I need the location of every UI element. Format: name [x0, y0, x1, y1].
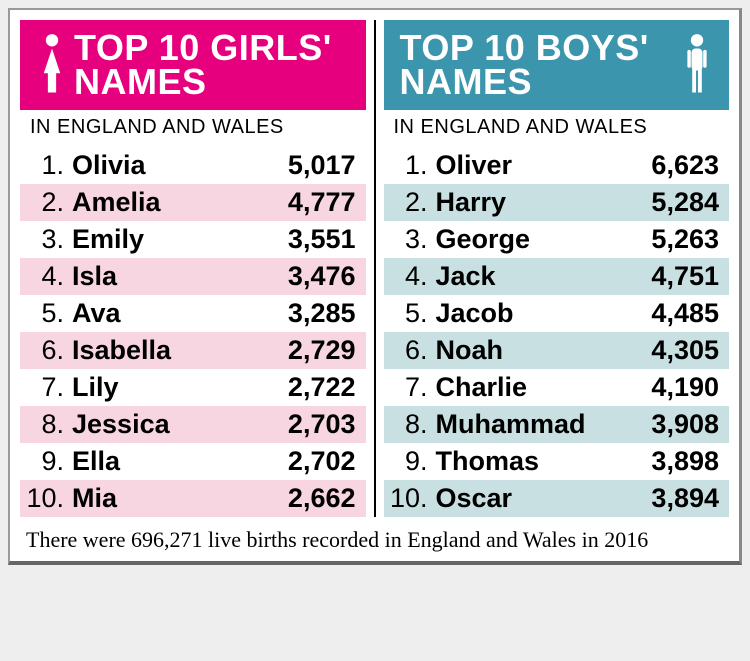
- rank: 6.: [390, 335, 432, 366]
- rank: 8.: [390, 409, 432, 440]
- girls-subhead: IN ENGLAND AND WALES: [20, 110, 366, 147]
- name: Isla: [68, 261, 288, 292]
- name: Isabella: [68, 335, 288, 366]
- value: 2,722: [288, 372, 356, 403]
- list-item: 4.Isla3,476: [20, 258, 366, 295]
- value: 4,777: [288, 187, 356, 218]
- value: 3,476: [288, 261, 356, 292]
- girls-column: TOP 10 GIRLS' NAMES IN ENGLAND AND WALES…: [20, 20, 374, 517]
- name: George: [432, 224, 652, 255]
- footer-note: There were 696,271 live births recorded …: [20, 517, 729, 557]
- list-item: 5.Ava3,285: [20, 295, 366, 332]
- list-item: 6.Isabella2,729: [20, 332, 366, 369]
- value: 5,017: [288, 150, 356, 181]
- list-item: 2.Amelia4,777: [20, 184, 366, 221]
- girls-title-line2: NAMES: [74, 65, 356, 99]
- rank: 10.: [26, 483, 68, 514]
- girls-list: 1.Olivia5,0172.Amelia4,7773.Emily3,5514.…: [20, 147, 366, 517]
- list-item: 9.Ella2,702: [20, 443, 366, 480]
- girls-title: TOP 10 GIRLS' NAMES: [74, 31, 356, 99]
- value: 3,551: [288, 224, 356, 255]
- name: Oliver: [432, 150, 652, 181]
- name: Thomas: [432, 446, 652, 477]
- list-item: 10.Oscar3,894: [384, 480, 730, 517]
- list-item: 8.Jessica2,703: [20, 406, 366, 443]
- rank: 5.: [390, 298, 432, 329]
- name: Jacob: [432, 298, 652, 329]
- value: 2,703: [288, 409, 356, 440]
- value: 2,702: [288, 446, 356, 477]
- list-item: 1.Oliver6,623: [384, 147, 730, 184]
- rank: 10.: [390, 483, 432, 514]
- rank: 7.: [26, 372, 68, 403]
- list-item: 5.Jacob4,485: [384, 295, 730, 332]
- name: Jack: [432, 261, 652, 292]
- name: Harry: [432, 187, 652, 218]
- name: Jessica: [68, 409, 288, 440]
- male-icon: [675, 30, 719, 100]
- name: Ava: [68, 298, 288, 329]
- list-item: 2.Harry5,284: [384, 184, 730, 221]
- name: Ella: [68, 446, 288, 477]
- value: 3,898: [651, 446, 719, 477]
- female-icon: [30, 30, 74, 100]
- rank: 4.: [26, 261, 68, 292]
- boys-header: TOP 10 BOYS' NAMES: [384, 20, 730, 110]
- value: 2,662: [288, 483, 356, 514]
- name: Lily: [68, 372, 288, 403]
- value: 3,285: [288, 298, 356, 329]
- value: 5,284: [651, 187, 719, 218]
- list-item: 8.Muhammad3,908: [384, 406, 730, 443]
- boys-title-line1: TOP 10 BOYS': [400, 31, 676, 65]
- list-item: 3.Emily3,551: [20, 221, 366, 258]
- list-item: 7.Lily2,722: [20, 369, 366, 406]
- name: Muhammad: [432, 409, 652, 440]
- columns-wrap: TOP 10 GIRLS' NAMES IN ENGLAND AND WALES…: [20, 20, 729, 517]
- name: Emily: [68, 224, 288, 255]
- value: 3,908: [651, 409, 719, 440]
- name: Noah: [432, 335, 652, 366]
- rank: 3.: [390, 224, 432, 255]
- boys-column: TOP 10 BOYS' NAMES IN ENGLAND AND WALES …: [376, 20, 730, 517]
- boys-list: 1.Oliver6,6232.Harry5,2843.George5,2634.…: [384, 147, 730, 517]
- rank: 6.: [26, 335, 68, 366]
- value: 4,485: [651, 298, 719, 329]
- infographic-container: TOP 10 GIRLS' NAMES IN ENGLAND AND WALES…: [8, 8, 742, 565]
- rank: 2.: [390, 187, 432, 218]
- value: 6,623: [651, 150, 719, 181]
- list-item: 7.Charlie4,190: [384, 369, 730, 406]
- boys-title: TOP 10 BOYS' NAMES: [394, 31, 676, 99]
- rank: 1.: [390, 150, 432, 181]
- list-item: 9.Thomas3,898: [384, 443, 730, 480]
- rank: 2.: [26, 187, 68, 218]
- girls-header: TOP 10 GIRLS' NAMES: [20, 20, 366, 110]
- value: 5,263: [651, 224, 719, 255]
- rank: 5.: [26, 298, 68, 329]
- list-item: 3.George5,263: [384, 221, 730, 258]
- rank: 1.: [26, 150, 68, 181]
- list-item: 1.Olivia5,017: [20, 147, 366, 184]
- name: Oscar: [432, 483, 652, 514]
- list-item: 4.Jack4,751: [384, 258, 730, 295]
- name: Charlie: [432, 372, 652, 403]
- rank: 8.: [26, 409, 68, 440]
- value: 2,729: [288, 335, 356, 366]
- rank: 9.: [390, 446, 432, 477]
- boys-title-line2: NAMES: [400, 65, 676, 99]
- rank: 4.: [390, 261, 432, 292]
- value: 3,894: [651, 483, 719, 514]
- value: 4,305: [651, 335, 719, 366]
- boys-subhead: IN ENGLAND AND WALES: [384, 110, 730, 147]
- girls-title-line1: TOP 10 GIRLS': [74, 31, 356, 65]
- rank: 3.: [26, 224, 68, 255]
- name: Amelia: [68, 187, 288, 218]
- list-item: 10.Mia2,662: [20, 480, 366, 517]
- name: Mia: [68, 483, 288, 514]
- rank: 9.: [26, 446, 68, 477]
- name: Olivia: [68, 150, 288, 181]
- value: 4,751: [651, 261, 719, 292]
- rank: 7.: [390, 372, 432, 403]
- value: 4,190: [651, 372, 719, 403]
- list-item: 6.Noah4,305: [384, 332, 730, 369]
